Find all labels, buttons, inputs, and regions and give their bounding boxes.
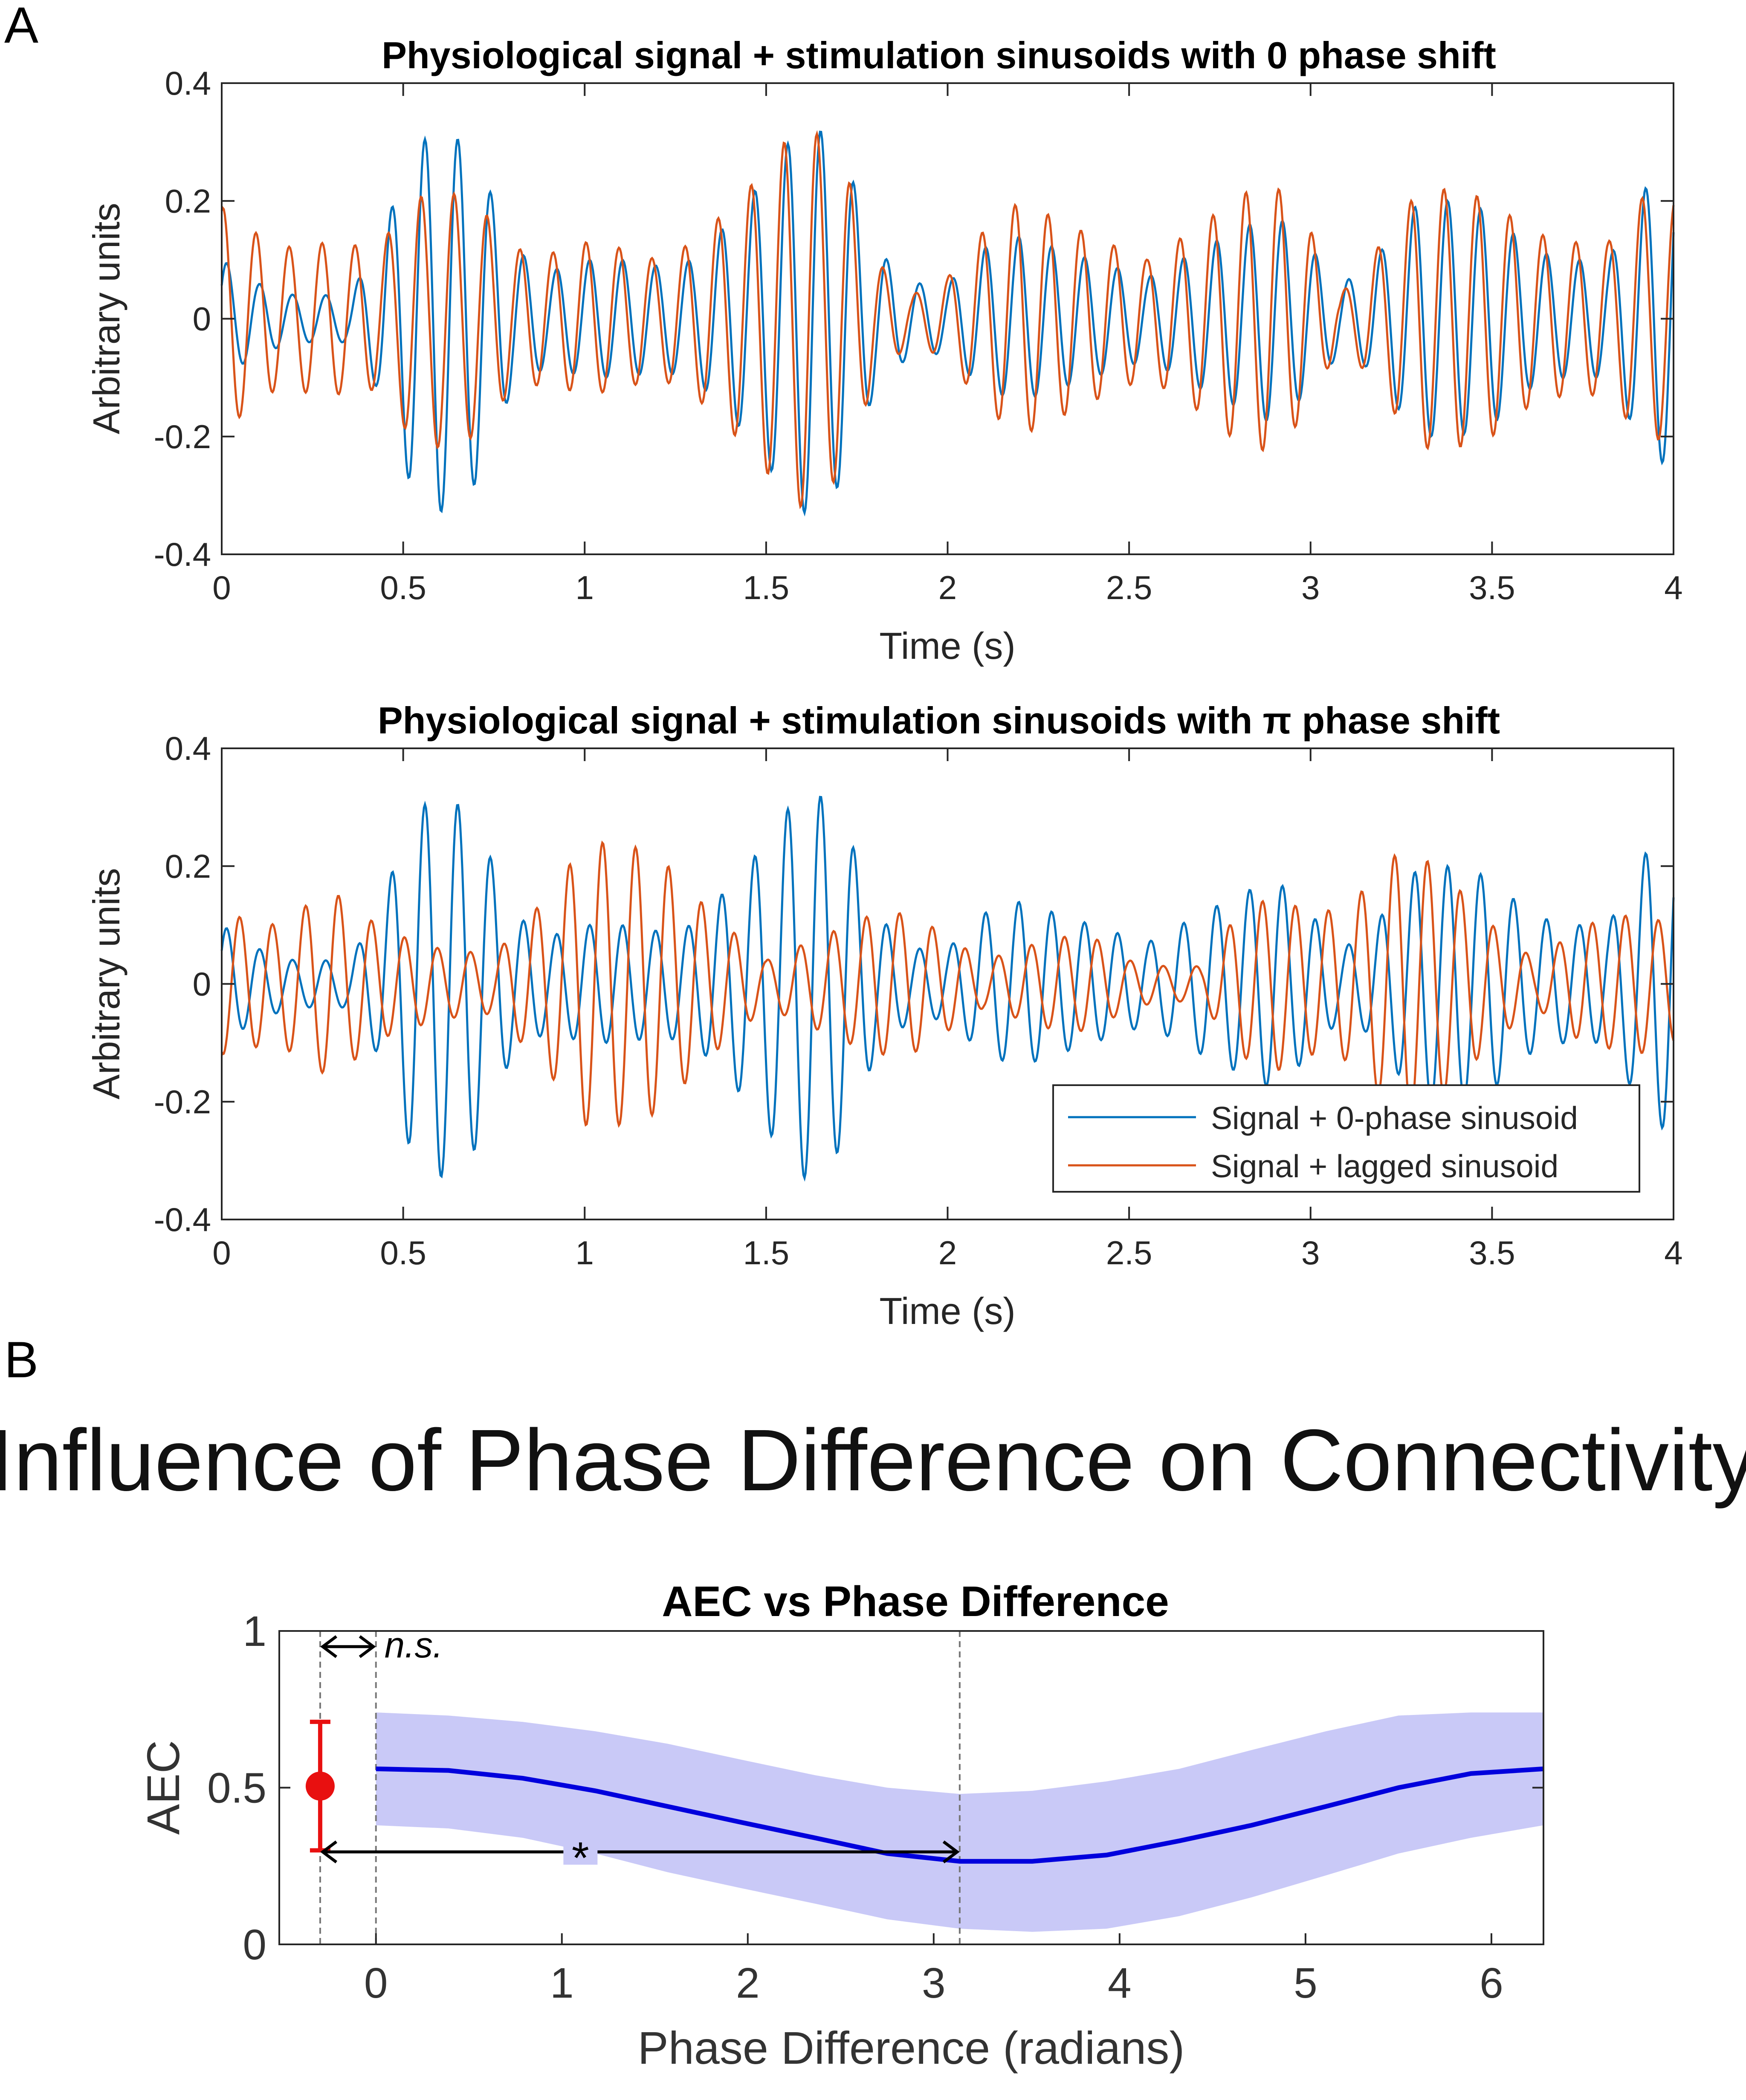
x-axis-label: Time (s) — [879, 1290, 1015, 1332]
x-axis-label: Phase Difference (radians) — [638, 2022, 1185, 2074]
aec-spread-band — [376, 1712, 1544, 1932]
x-tick-label: 1 — [576, 1234, 594, 1272]
x-tick-label: 0.5 — [380, 569, 426, 606]
x-tick-label: 3.5 — [1469, 569, 1515, 606]
y-tick-label: -0.4 — [154, 1201, 211, 1238]
sig-arrow-head-left — [320, 1840, 338, 1863]
legend-entry-zero-phase: Signal + 0-phase sinusoid — [1211, 1100, 1578, 1136]
section-b-heading: Influence of Phase Difference on Connect… — [0, 1411, 1746, 1509]
panel-label-a: A — [4, 0, 38, 54]
x-tick-label: 2 — [938, 569, 957, 606]
x-tick-label: 6 — [1480, 1959, 1503, 2007]
series-layer — [220, 130, 1675, 517]
x-tick-label: 2 — [938, 1234, 957, 1272]
y-axis-ticks: -0.4 -0.2 0 0.2 0.4 — [154, 730, 1674, 1238]
series-layer: n.s.* — [305, 1625, 1544, 1944]
y-tick-label: 0 — [193, 965, 211, 1003]
y-tick-label: -0.2 — [154, 418, 211, 455]
chart-zero-phase: Physiological signal + stimulation sinus… — [85, 34, 1683, 667]
x-tick-label: 0.5 — [380, 1234, 426, 1272]
chart-pi-phase: Physiological signal + stimulation sinus… — [85, 699, 1683, 1332]
x-tick-label: 2.5 — [1106, 569, 1152, 606]
x-tick-label: 0 — [364, 1959, 388, 2007]
plot-area — [222, 83, 1674, 554]
y-tick-label: 0 — [193, 300, 211, 338]
x-tick-label: 4 — [1664, 569, 1682, 606]
ns-arrow-head-left — [320, 1635, 338, 1658]
panel-label-b: B — [4, 1331, 38, 1388]
y-tick-label: -0.2 — [154, 1083, 211, 1121]
x-axis-ticks: 0 0.5 1 1.5 2 2.5 3 3.5 4 — [212, 83, 1683, 606]
x-tick-label: 3 — [922, 1959, 946, 2007]
x-tick-label: 5 — [1294, 1959, 1317, 2007]
x-tick-label: 1 — [576, 569, 594, 606]
chart-title: Physiological signal + stimulation sinus… — [378, 699, 1500, 742]
series-line-zero-phase — [220, 130, 1675, 517]
sig-label-bg — [563, 1839, 598, 1865]
series-line-lagged — [220, 130, 1675, 510]
x-tick-label: 3 — [1301, 569, 1320, 606]
x-tick-label: 1 — [550, 1959, 574, 2007]
y-tick-label: -0.4 — [154, 536, 211, 573]
x-tick-label: 4 — [1108, 1959, 1132, 2007]
x-tick-label: 0 — [212, 1234, 231, 1272]
x-tick-label: 3.5 — [1469, 1234, 1515, 1272]
y-tick-label: 0 — [243, 1921, 266, 1969]
y-tick-label: 0.4 — [165, 64, 211, 102]
series-line-lagged — [220, 840, 1675, 1128]
x-tick-label: 4 — [1664, 1234, 1682, 1272]
y-axis-label: Arbitrary units — [85, 203, 127, 434]
x-axis-ticks: 0 0.5 1 1.5 2 2.5 3 3.5 4 — [212, 748, 1683, 1272]
x-tick-label: 1.5 — [743, 1234, 789, 1272]
y-tick-label: 0.4 — [165, 730, 211, 767]
chart-title: Physiological signal + stimulation sinus… — [382, 34, 1496, 76]
legend: Signal + 0-phase sinusoid Signal + lagge… — [1052, 1084, 1640, 1193]
x-axis-ticks: 0 1 2 3 4 5 6 — [364, 1933, 1503, 2007]
y-axis-ticks: 00.51 — [207, 1608, 1543, 1969]
chart-title: AEC vs Phase Difference — [662, 1578, 1169, 1625]
x-tick-label: 1.5 — [743, 569, 789, 606]
sig-arrow-head-right — [942, 1840, 960, 1863]
y-axis-ticks: -0.4 -0.2 0 0.2 0.4 — [154, 64, 1674, 573]
legend-box — [1052, 1084, 1640, 1193]
sig-annotation: * — [572, 1833, 589, 1883]
y-axis-label: AEC — [137, 1740, 189, 1835]
x-tick-label: 2.5 — [1106, 1234, 1152, 1272]
y-tick-label: 1 — [243, 1608, 266, 1655]
x-axis-label: Time (s) — [879, 625, 1015, 667]
legend-entry-lagged: Signal + lagged sinusoid — [1211, 1148, 1558, 1184]
x-tick-label: 3 — [1301, 1234, 1320, 1272]
x-tick-label: 2 — [736, 1959, 760, 2007]
y-tick-label: 0.2 — [165, 182, 211, 220]
x-tick-label: 0 — [212, 569, 231, 606]
y-tick-label: 0.2 — [165, 847, 211, 885]
baseline-point — [305, 1771, 335, 1801]
y-axis-label: Arbitrary units — [85, 868, 127, 1100]
ns-arrow-head-right — [359, 1635, 376, 1658]
aec-mean-line — [376, 1766, 1544, 1864]
y-tick-label: 0.5 — [207, 1764, 266, 1812]
